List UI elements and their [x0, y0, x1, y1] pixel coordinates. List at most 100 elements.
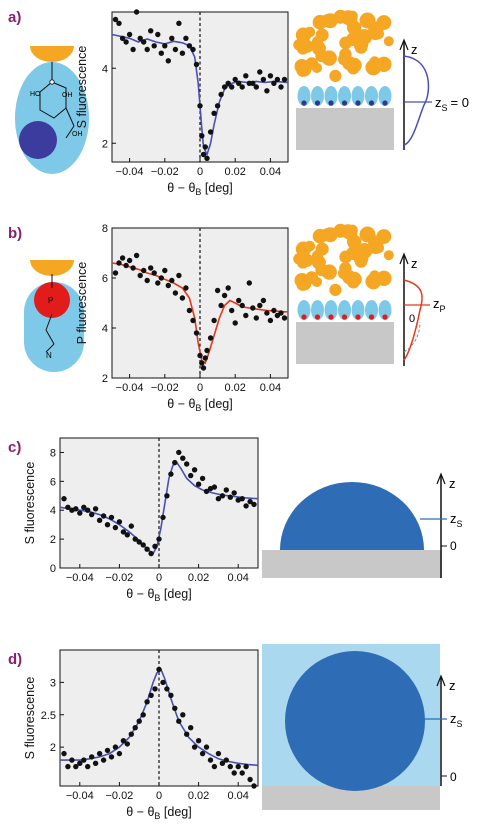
data-point: [65, 763, 71, 770]
y-tick-label: 2: [50, 534, 56, 546]
data-point: [190, 46, 196, 53]
schematic-c: z zS 0: [262, 472, 463, 578]
data-point: [195, 738, 202, 744]
data-point: [104, 522, 111, 528]
label-dot: [355, 100, 361, 106]
data-point: [77, 760, 83, 766]
y-axis-label: P fluorescence: [75, 262, 89, 345]
data-point: [227, 763, 233, 770]
data-point: [193, 330, 200, 336]
data-point: [235, 763, 241, 770]
data-point: [199, 360, 205, 366]
data-point: [73, 506, 79, 512]
headgroup: [324, 300, 338, 320]
chart-c: −0.04 −0.02 0 0.02 0.04 0 2 4 6 8 θ − θB [deg] S fl…: [23, 437, 259, 603]
lipid-chain: [383, 36, 394, 47]
data-point: [89, 511, 95, 518]
data-point: [116, 750, 123, 757]
data-point: [191, 744, 198, 750]
y-tick-label: 8: [50, 447, 56, 459]
data-point: [81, 504, 87, 510]
x-tick-label: 0.02: [224, 382, 245, 394]
data-point: [123, 262, 129, 269]
data-point: [180, 455, 186, 461]
data-point: [239, 496, 245, 502]
data-point: [188, 725, 194, 731]
schematic-a: z zS = 0: [293, 9, 469, 150]
data-point: [253, 315, 259, 321]
svg-text:OH: OH: [72, 131, 83, 138]
data-point: [96, 750, 103, 757]
lipid-chain: [347, 224, 358, 236]
x-axis-label: θ − θB [deg]: [167, 181, 232, 197]
substrate-b: [296, 322, 394, 364]
lipid-layer-a: [293, 9, 394, 106]
label-dot: [301, 314, 307, 320]
data-point: [168, 471, 174, 477]
data-point: [180, 712, 186, 718]
data-point: [197, 352, 203, 359]
data-point: [160, 514, 166, 521]
x-tick-label: −0.04: [116, 166, 144, 178]
data-point: [126, 257, 133, 264]
zero-label-d: 0: [450, 770, 457, 784]
data-point: [202, 144, 208, 150]
data-point: [215, 496, 222, 502]
data-point: [176, 718, 182, 724]
data-point: [264, 310, 270, 316]
data-point: [231, 770, 237, 776]
y-tick-label: 3: [50, 677, 56, 689]
data-point: [197, 103, 203, 109]
data-point: [104, 747, 111, 754]
data-point: [120, 738, 127, 744]
lipid-chain: [376, 15, 392, 30]
x-tick-label: 0: [197, 382, 203, 394]
lipid-chain: [356, 29, 373, 45]
y-axis-label: S fluorescence: [23, 462, 37, 545]
data-point: [108, 754, 115, 760]
lipid-chain: [320, 228, 334, 242]
data-point: [132, 725, 138, 731]
x-tick-label: 0: [156, 572, 162, 584]
headgroup: [297, 86, 311, 106]
chart-a: −0.04 −0.02 0 0.02 0.04 2 4 θ − θB [deg] S fluor…: [75, 9, 289, 197]
data-point: [162, 267, 168, 274]
data-point: [124, 532, 130, 538]
lipid-chain: [329, 69, 342, 82]
data-point: [148, 550, 154, 557]
data-point: [203, 488, 210, 495]
lipid-chain: [347, 61, 360, 75]
headgroup: [338, 300, 351, 320]
data-point: [144, 277, 150, 284]
lipid-chain: [333, 9, 348, 24]
x-tick-label: −0.04: [66, 572, 94, 584]
data-point: [100, 513, 107, 519]
label-dot: [314, 100, 321, 106]
data-point: [227, 494, 233, 500]
data-point: [211, 317, 217, 324]
data-point: [247, 776, 253, 783]
data-point: [85, 763, 91, 770]
data-point: [169, 35, 175, 41]
y-axis-label: S fluorescence: [23, 677, 37, 760]
data-point: [179, 295, 186, 301]
data-point: [116, 20, 122, 26]
label-dot: [301, 100, 307, 106]
data-point: [260, 297, 267, 304]
x-axis-label: θ − θB [deg]: [167, 397, 232, 413]
x-tick-label: 0.04: [260, 166, 281, 178]
data-point: [144, 546, 150, 552]
data-point: [151, 270, 157, 276]
data-point: [151, 43, 157, 49]
data-point: [112, 524, 119, 531]
data-point: [211, 763, 218, 770]
label-dot: [368, 314, 375, 320]
headgroup: [351, 300, 365, 320]
x-tick-label: 0.04: [227, 790, 248, 802]
droplet-c: [280, 482, 424, 550]
data-point: [186, 43, 193, 49]
lipid-chain: [311, 36, 324, 48]
data-point: [223, 757, 229, 763]
data-point: [128, 731, 134, 737]
headgroup: [365, 300, 378, 320]
